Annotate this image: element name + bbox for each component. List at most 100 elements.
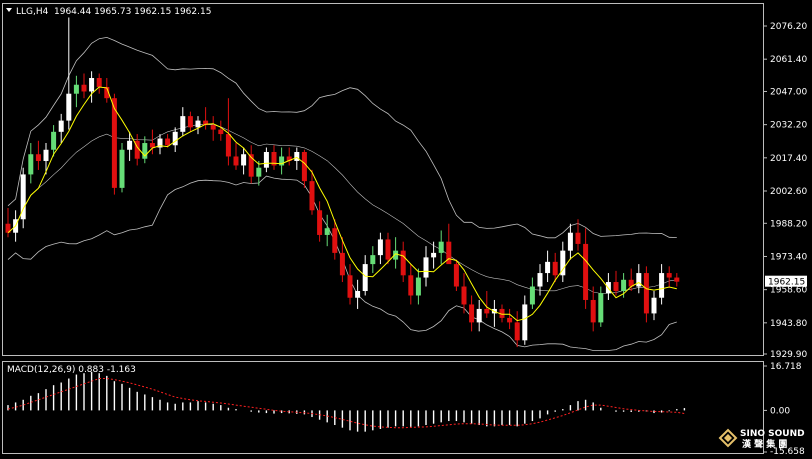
candle-body bbox=[127, 140, 133, 150]
candle-body bbox=[423, 257, 429, 278]
candle-body bbox=[96, 78, 102, 87]
candle-body bbox=[628, 279, 634, 287]
candle-body bbox=[256, 167, 262, 177]
price-tick-label: 1943.80 bbox=[770, 319, 807, 329]
candle-body bbox=[567, 232, 573, 251]
price-tick-label: 2002.60 bbox=[770, 187, 807, 197]
macd-histogram bbox=[7, 371, 686, 432]
candle-body bbox=[332, 228, 338, 253]
candle-body bbox=[248, 154, 254, 177]
candle-body bbox=[643, 273, 649, 314]
candle-body bbox=[377, 239, 383, 256]
upper-band-line bbox=[7, 36, 677, 239]
candle-body bbox=[408, 275, 414, 296]
candle-body bbox=[149, 143, 155, 148]
symbol-header[interactable]: LLG,H4 1964.44 1965.73 1962.15 1962.15 bbox=[6, 7, 211, 17]
candle-body bbox=[659, 273, 665, 298]
diamond-logo-inner-icon bbox=[724, 434, 732, 442]
candle-body bbox=[438, 241, 444, 253]
price-axis[interactable]: 2076.20 2061.40 2047.00 2032.20 2017.40 2002.… bbox=[763, 22, 807, 360]
ma-fast-line bbox=[7, 86, 677, 322]
candle-body bbox=[613, 282, 619, 292]
candle-body bbox=[415, 277, 421, 296]
candle-body bbox=[476, 308, 482, 323]
candle-body bbox=[279, 156, 285, 166]
candle-body bbox=[385, 239, 391, 260]
candle-body bbox=[172, 131, 178, 146]
candle-body bbox=[552, 261, 558, 276]
candle-body bbox=[263, 151, 269, 168]
candle-body bbox=[180, 116, 186, 132]
diamond-logo-icon bbox=[718, 428, 738, 448]
candle-body bbox=[81, 84, 87, 92]
symbol-label: LLG,H4 bbox=[16, 7, 49, 17]
candle-body bbox=[393, 250, 399, 260]
candle-body bbox=[484, 308, 490, 314]
chevron-down-icon[interactable] bbox=[6, 8, 12, 12]
price-tick-label: 2061.40 bbox=[770, 55, 807, 65]
candle-body bbox=[134, 140, 140, 159]
moving-averages bbox=[7, 86, 677, 322]
macd-tick-label: 0.00 bbox=[770, 406, 790, 416]
candle-body bbox=[400, 250, 406, 276]
candle-body bbox=[431, 252, 437, 258]
macd-tick-label: 16.718 bbox=[770, 362, 802, 372]
price-tick-label: 1973.40 bbox=[770, 252, 807, 262]
candle-body bbox=[545, 261, 551, 274]
candlesticks bbox=[5, 17, 680, 348]
candle-body bbox=[111, 98, 117, 188]
candle-body bbox=[461, 286, 467, 305]
candle-body bbox=[35, 154, 41, 161]
candle-body bbox=[324, 228, 330, 235]
candle-body bbox=[5, 223, 11, 233]
current-price-label: 1962.15 bbox=[768, 278, 805, 288]
price-tick-label: 2032.20 bbox=[770, 121, 807, 131]
candle-body bbox=[195, 120, 201, 128]
candle-body bbox=[583, 243, 589, 300]
candle-body bbox=[233, 156, 239, 166]
watermark-chinese: 漢 聲 集 團 bbox=[742, 438, 787, 450]
candle-body bbox=[355, 291, 361, 298]
candle-body bbox=[218, 129, 224, 135]
candle-body bbox=[537, 273, 543, 287]
candle-body bbox=[507, 317, 513, 323]
candle-body bbox=[73, 84, 79, 94]
candle-body bbox=[674, 277, 680, 282]
candle-body bbox=[89, 78, 95, 92]
candle-body bbox=[666, 273, 672, 278]
candle-body bbox=[301, 151, 307, 182]
candle-body bbox=[241, 154, 247, 166]
candle-body bbox=[347, 275, 353, 298]
candle-body bbox=[529, 286, 535, 305]
candle-body bbox=[294, 151, 300, 161]
price-tick-label: 2047.00 bbox=[770, 87, 807, 97]
candle-body bbox=[210, 125, 216, 130]
sino-sound-logo: SINO SOUND 漢 聲 集 團 bbox=[718, 428, 805, 450]
ohlc-values: 1964.44 1965.73 1962.15 1962.15 bbox=[54, 7, 211, 17]
candle-body bbox=[203, 120, 209, 126]
candle-body bbox=[499, 308, 505, 318]
candle-body bbox=[469, 304, 475, 323]
candle-body bbox=[621, 279, 627, 292]
candle-body bbox=[104, 86, 110, 99]
candle-body bbox=[636, 273, 642, 287]
candle-body bbox=[187, 116, 193, 128]
candle-body bbox=[560, 250, 566, 276]
candle-body bbox=[370, 255, 376, 265]
price-tick-label: 1929.90 bbox=[770, 350, 807, 360]
macd-label: MACD(12,26,9) 0.883 -1.163 bbox=[7, 365, 136, 375]
candle-body bbox=[514, 322, 520, 341]
candle-body bbox=[522, 304, 528, 341]
main-panel-frame bbox=[2, 3, 764, 356]
candle-body bbox=[20, 174, 26, 220]
macd-axis: 16.718 0.00 -15.658 bbox=[763, 362, 805, 457]
middle-band-line bbox=[7, 123, 677, 294]
candle-body bbox=[66, 93, 72, 121]
candle-body bbox=[165, 138, 171, 146]
candle-body bbox=[271, 151, 277, 166]
price-tick-label: 2076.20 bbox=[770, 22, 807, 32]
macd-tick-label: -15.658 bbox=[770, 447, 805, 457]
macd-panel-frame bbox=[2, 361, 764, 454]
price-tick-label: 2017.40 bbox=[770, 154, 807, 164]
